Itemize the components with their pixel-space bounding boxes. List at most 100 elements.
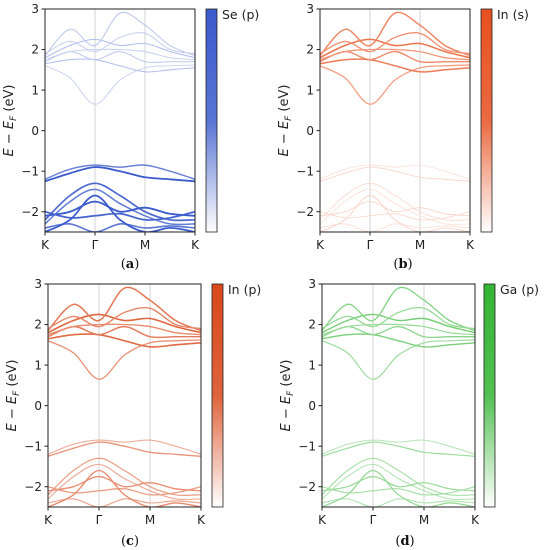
y-tick-label: 1	[34, 358, 42, 372]
colorbar	[211, 283, 224, 508]
panel-d: 3 2 1 0 −1 −2 K Γ M K E − EF (eV) Ga (p) (d)	[279, 277, 539, 549]
band-v6	[322, 486, 475, 496]
band-lines	[322, 286, 475, 507]
x-tick-label: K	[466, 238, 475, 252]
band-v8	[320, 195, 470, 232]
band-v1	[320, 164, 470, 180]
band-v5	[322, 475, 475, 492]
y-tick-label: 2	[306, 43, 314, 57]
band-v1	[322, 439, 475, 455]
y-axis-label: E − EF (eV)	[5, 360, 22, 432]
x-tick-label: K	[318, 513, 327, 527]
y-tick-label: 2	[31, 43, 39, 57]
band-c2	[45, 58, 195, 73]
colorbar	[480, 8, 493, 233]
band-c4	[322, 323, 475, 336]
x-tick-label: Γ	[96, 513, 103, 527]
band-v8	[45, 194, 195, 232]
x-tick-label: M	[415, 238, 425, 252]
colorbar-label: In (s)	[497, 7, 529, 22]
band-lines	[45, 11, 195, 232]
band-v3	[45, 182, 195, 222]
band-c3	[320, 50, 470, 64]
x-tick-label: Γ	[367, 238, 374, 252]
x-tick-label: Γ	[370, 513, 377, 527]
band-v7	[320, 223, 470, 232]
band-v6	[45, 210, 195, 221]
y-axis-label: E − EF (eV)	[277, 85, 294, 157]
y-tick-label: −1	[298, 439, 316, 453]
x-tick-label: K	[191, 238, 200, 252]
colorbar-label: In (p)	[228, 282, 261, 297]
y-tick-label: −1	[24, 439, 42, 453]
band-c6	[48, 286, 201, 332]
panel-caption: (a)	[121, 257, 140, 272]
band-lines	[320, 11, 470, 232]
y-tick-label: −2	[296, 205, 314, 219]
y-tick-label: −1	[21, 164, 39, 178]
band-c6	[322, 286, 475, 332]
x-tick-label: K	[197, 513, 206, 527]
band-v2	[320, 166, 470, 182]
axes-frame	[47, 283, 202, 508]
band-c7	[45, 32, 195, 55]
band-v2	[322, 441, 475, 457]
x-tick-label: M	[145, 513, 155, 527]
axes-frame	[44, 8, 196, 233]
y-tick-label: 0	[308, 399, 316, 413]
band-c1	[322, 339, 475, 380]
y-tick-label: 3	[308, 277, 316, 291]
band-c4	[48, 323, 201, 336]
panel-caption: (b)	[393, 257, 412, 272]
y-axis-label: E − EF (eV)	[279, 360, 296, 432]
x-tick-label: K	[316, 238, 325, 252]
band-v1	[48, 439, 201, 455]
band-v8	[48, 469, 201, 507]
band-v4	[320, 188, 470, 225]
band-v2	[45, 166, 195, 183]
band-c2	[322, 333, 475, 348]
band-c7	[48, 306, 201, 330]
band-v5	[320, 201, 470, 217]
band-v6	[320, 211, 470, 221]
band-v3	[48, 457, 201, 497]
band-c5	[322, 313, 475, 334]
band-c7	[322, 307, 475, 330]
band-c4	[45, 48, 195, 61]
y-tick-label: 3	[31, 2, 39, 16]
band-c2	[320, 58, 470, 73]
band-c1	[48, 339, 201, 380]
panel-c: 3 2 1 0 −1 −2 K Γ M K E − EF (eV) In (p) (c)	[5, 277, 261, 549]
band-c3	[48, 325, 201, 339]
band-c1	[45, 64, 195, 105]
band-v7	[48, 498, 201, 507]
band-v3	[322, 457, 475, 496]
band-v7	[45, 223, 195, 232]
band-c4	[320, 48, 470, 61]
band-v1	[45, 164, 195, 181]
panel-caption: (c)	[121, 534, 139, 549]
y-tick-label: 3	[306, 2, 314, 16]
y-tick-label: 2	[34, 318, 42, 332]
band-c7	[320, 31, 470, 55]
y-tick-label: 0	[31, 124, 39, 138]
axes-frame	[321, 283, 476, 508]
band-c3	[45, 51, 195, 63]
y-tick-label: −2	[21, 205, 39, 219]
axes-frame	[319, 8, 471, 233]
y-tick-label: 1	[306, 83, 314, 97]
band-v5	[48, 475, 201, 492]
y-tick-label: −1	[296, 164, 314, 178]
band-c2	[48, 333, 201, 348]
band-v7	[322, 498, 475, 507]
y-axis-label: E − EF (eV)	[2, 85, 19, 157]
x-tick-label: K	[471, 513, 480, 527]
colorbar-label: Ga (p)	[500, 282, 539, 297]
x-tick-label: Γ	[92, 238, 99, 252]
band-lines	[48, 286, 201, 507]
band-v4	[45, 188, 195, 226]
y-tick-label: 1	[308, 358, 316, 372]
band-v2	[48, 441, 201, 457]
panel-caption: (d)	[395, 534, 414, 549]
